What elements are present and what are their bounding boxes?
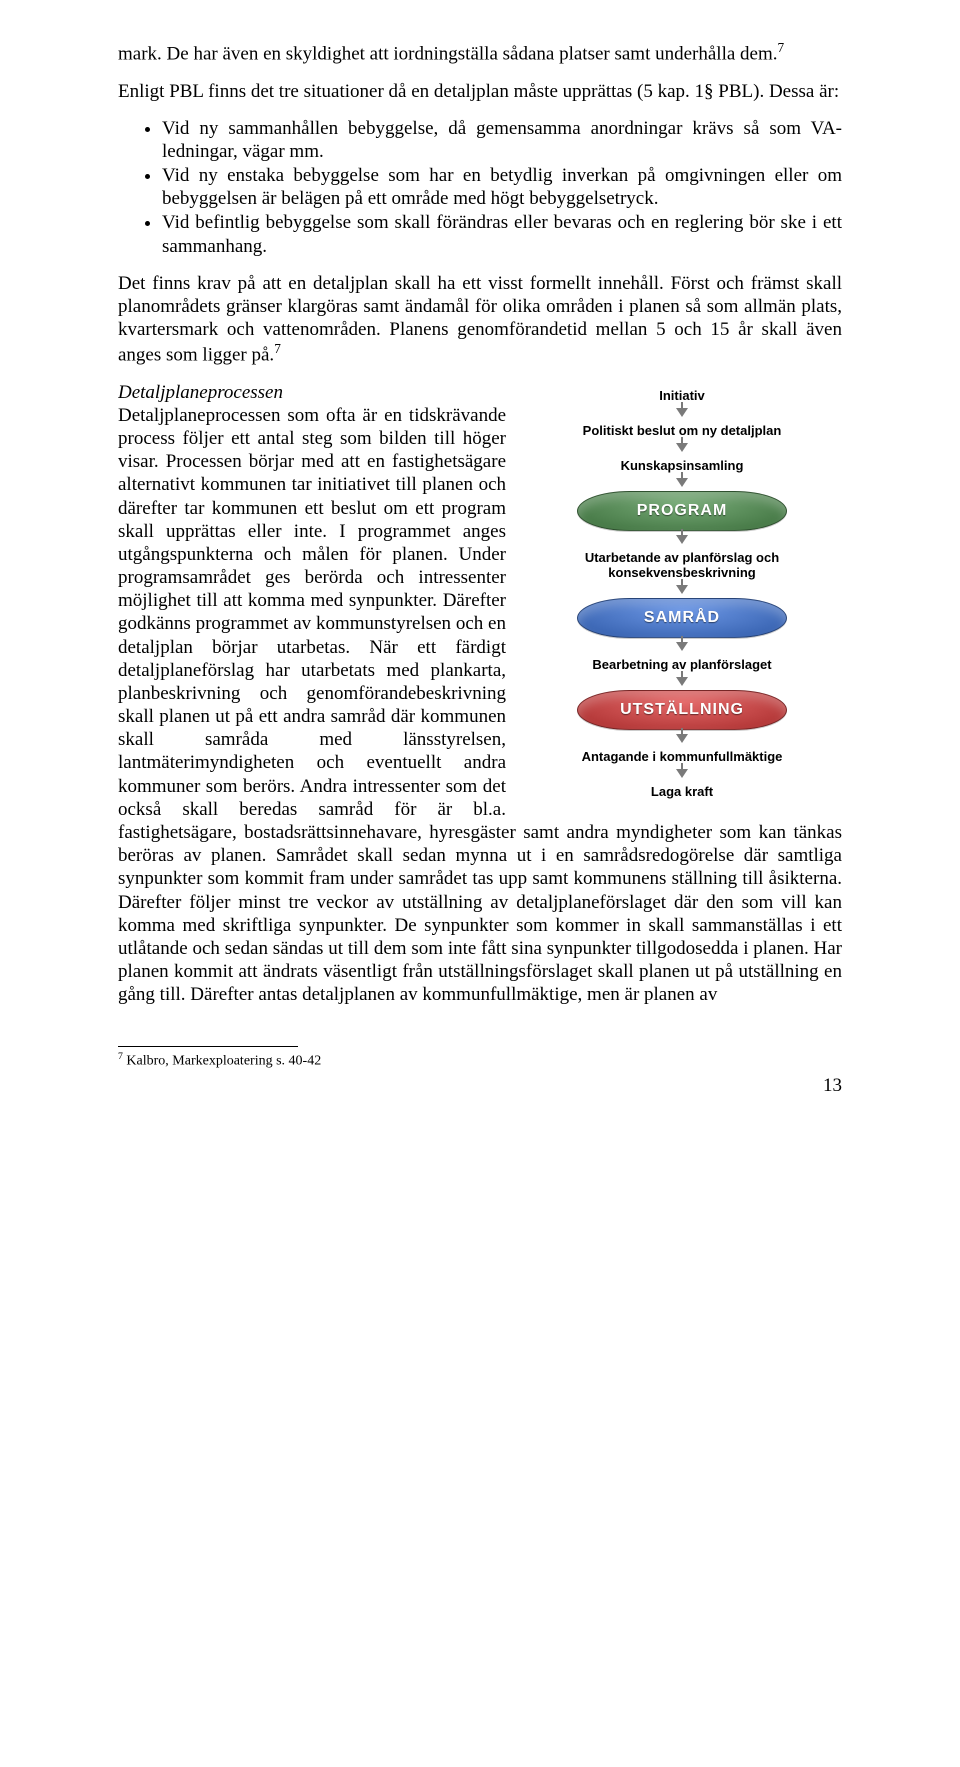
paragraph-1-text: mark. De har även en skyldighet att iord… [118,43,778,64]
paragraph-1: mark. De har även en skyldighet att iord… [118,40,842,66]
arrow-down-icon [676,642,688,651]
page-number: 13 [118,1075,842,1097]
bullet-list: Vid ny sammanhållen bebyggelse, då gemen… [162,117,842,258]
arrow-down-icon [676,734,688,743]
arrow-down-icon [676,443,688,452]
paragraph-3-text: Det finns krav på att en detaljplan skal… [118,273,842,366]
arrow-down-icon [676,408,688,417]
footnote-text: Kalbro, Markexploatering s. 40-42 [126,1054,321,1069]
section-with-figure: Initiativ Politiskt beslut om ny detaljp… [118,381,842,1007]
arrow-down-icon [676,478,688,487]
bullet-item: Vid ny sammanhållen bebyggelse, då gemen… [162,117,842,163]
paragraph-2: Enligt PBL finns det tre situationer då … [118,80,842,103]
arrow-down-icon [676,677,688,686]
arrow-down-icon [676,535,688,544]
footnote-ref-2: 7 [274,341,281,356]
diagram-step-utarbetande: Utarbetande av planförslag och konsekven… [522,547,842,583]
footnote: 7 Kalbro, Markexploatering s. 40-42 [118,1051,842,1070]
footnote-separator [118,1046,298,1047]
paragraph-3: Det finns krav på att en detaljplan skal… [118,272,842,367]
diagram-pill-program: PROGRAM [577,491,787,531]
arrow-down-icon [676,769,688,778]
diagram-step-laga-kraft: Laga kraft [522,781,842,802]
footnote-ref-1: 7 [778,40,785,55]
footnote-number: 7 [118,1051,123,1062]
process-diagram: Initiativ Politiskt beslut om ny detaljp… [522,385,842,802]
diagram-pill-utstallning: UTSTÄLLNING [577,690,787,730]
bullet-item: Vid befintlig bebyggelse som skall förän… [162,211,842,257]
bullet-item: Vid ny enstaka bebyggelse som har en bet… [162,164,842,210]
diagram-pill-samrad: SAMRÅD [577,598,787,638]
arrow-down-icon [676,585,688,594]
